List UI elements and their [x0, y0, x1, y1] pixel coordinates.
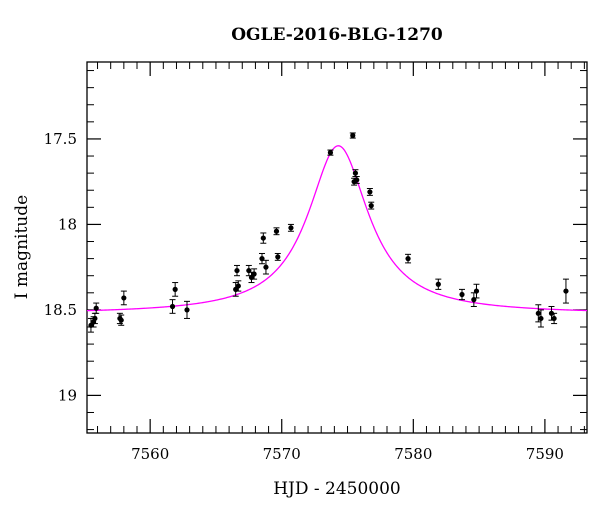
- point-marker: [551, 315, 557, 322]
- x-tick-label: 7580: [394, 445, 432, 463]
- data-point: [273, 227, 280, 236]
- point-marker: [263, 264, 269, 270]
- data-point: [169, 299, 176, 314]
- point-marker: [405, 256, 411, 262]
- point-marker: [354, 177, 360, 183]
- point-marker: [327, 150, 334, 156]
- data-point: [259, 252, 265, 265]
- point-marker: [350, 132, 356, 139]
- point-marker: [260, 235, 266, 241]
- y-axis-label: I magnitude: [12, 195, 32, 299]
- data-point: [352, 169, 359, 178]
- data-point: [459, 288, 465, 301]
- data-point: [260, 232, 267, 244]
- data-point: [435, 278, 442, 290]
- point-marker: [273, 228, 280, 234]
- point-marker: [92, 315, 98, 322]
- point-marker: [535, 310, 541, 316]
- point-marker: [435, 281, 441, 287]
- data-point: [172, 282, 179, 297]
- data-point: [537, 309, 544, 328]
- point-marker: [172, 286, 178, 292]
- data-point: [405, 253, 412, 264]
- point-marker: [473, 288, 480, 294]
- x-tick-label: 7590: [526, 445, 564, 463]
- x-tick-label: 7570: [263, 445, 301, 463]
- point-marker: [563, 288, 569, 294]
- data-point: [262, 259, 269, 275]
- data-point: [349, 132, 356, 139]
- point-marker: [251, 271, 257, 277]
- point-marker: [459, 291, 465, 298]
- point-marker: [121, 295, 127, 301]
- point-marker: [234, 267, 240, 274]
- major-ticks: [87, 62, 587, 433]
- y-tick-label: 19: [58, 386, 77, 404]
- data-points: [87, 132, 569, 333]
- chart-title: OGLE-2016-BLG-1270: [231, 25, 443, 45]
- point-marker: [538, 315, 544, 322]
- model-curve: [86, 145, 588, 312]
- x-axis-label: HJD - 2450000: [273, 479, 401, 499]
- data-point: [473, 283, 480, 299]
- point-marker: [367, 189, 373, 195]
- point-marker: [118, 317, 124, 323]
- point-marker: [368, 203, 374, 209]
- point-marker: [288, 225, 294, 231]
- data-point: [287, 223, 294, 232]
- y-tick-labels: 17.5 18 18.5 19: [44, 130, 77, 404]
- point-marker: [352, 170, 359, 176]
- data-point: [93, 302, 100, 314]
- data-point: [368, 201, 375, 210]
- data-point: [120, 290, 127, 306]
- y-tick-label: 18: [58, 215, 77, 233]
- data-point: [235, 280, 242, 292]
- point-marker: [235, 283, 241, 289]
- y-tick-label: 18.5: [44, 301, 77, 319]
- point-marker: [275, 254, 281, 260]
- data-point: [366, 188, 373, 196]
- data-point: [184, 300, 190, 319]
- point-marker: [93, 305, 99, 311]
- data-point: [327, 149, 334, 156]
- data-point: [251, 268, 258, 280]
- x-tick-label: 7560: [131, 445, 169, 463]
- y-tick-label: 17.5: [44, 130, 77, 148]
- x-tick-labels: 7560 7570 7580 7590: [131, 445, 564, 463]
- data-point: [234, 264, 240, 277]
- point-marker: [169, 303, 176, 310]
- data-point: [562, 278, 569, 304]
- point-marker: [184, 307, 190, 313]
- minor-ticks: [87, 62, 587, 433]
- data-point: [274, 252, 281, 261]
- data-point: [91, 312, 98, 325]
- data-point: [470, 292, 477, 307]
- data-point: [245, 264, 252, 277]
- data-point: [551, 312, 558, 325]
- plot-frame: [86, 61, 588, 434]
- data-point: [118, 314, 125, 326]
- data-point: [535, 304, 542, 323]
